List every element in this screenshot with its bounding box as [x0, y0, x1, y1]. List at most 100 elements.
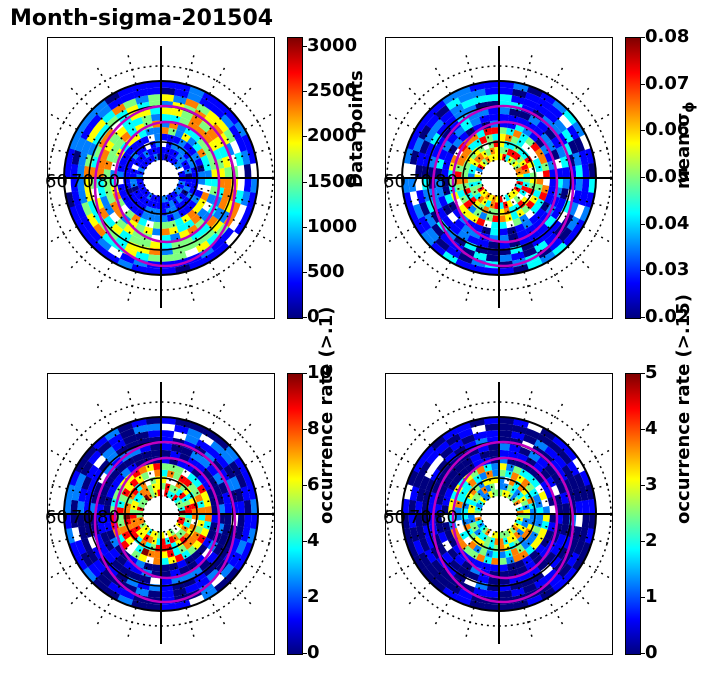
heatmap-cell — [522, 246, 538, 258]
heatmap-cell — [107, 97, 124, 111]
heatmap-cell — [135, 155, 144, 164]
heatmap-cell — [212, 207, 224, 220]
heatmap-cell — [173, 496, 181, 504]
heatmap-cell — [135, 491, 144, 500]
heatmap-cell — [135, 95, 150, 105]
heatmap-cell — [522, 462, 533, 473]
heatmap-cell — [160, 234, 172, 243]
heatmap-cell — [544, 215, 557, 229]
heatmap-cell — [479, 188, 487, 196]
heatmap-cell — [520, 240, 535, 252]
heatmap-cell — [74, 218, 88, 236]
heatmap-cell — [553, 118, 567, 133]
heatmap-cell — [172, 197, 180, 206]
heatmap-cell — [118, 525, 128, 535]
heatmap-cell — [490, 557, 499, 565]
meridian-line — [48, 182, 142, 210]
meridian-line — [464, 52, 495, 159]
heatmap-cell — [480, 486, 488, 495]
heatmap-cell — [97, 158, 107, 170]
heatmap-cell — [198, 171, 206, 179]
heatmap-cell — [166, 490, 173, 498]
heatmap-cell — [103, 427, 121, 441]
heatmap-cell — [74, 456, 88, 473]
heatmap-cell — [471, 495, 480, 503]
heatmap-cell — [522, 126, 533, 137]
heatmap-cell — [160, 557, 169, 565]
heatmap-cell — [161, 133, 169, 141]
heatmap-cell — [463, 440, 478, 452]
heatmap-cell — [488, 449, 500, 458]
heatmap-cell — [530, 571, 545, 583]
heatmap-cell — [533, 240, 549, 253]
heatmap-cell — [425, 563, 440, 578]
heatmap-cell — [134, 474, 144, 484]
meridian-line — [165, 388, 196, 495]
heatmap-cell — [196, 543, 208, 555]
heatmap-cell — [106, 151, 116, 163]
heatmap-cell — [526, 258, 544, 271]
heatmap-cell — [101, 232, 116, 246]
colorbar-tick-label: 0 — [307, 306, 320, 327]
heatmap-cell — [441, 427, 459, 441]
heatmap-cell — [534, 164, 543, 173]
heatmap-cell — [534, 198, 545, 209]
heatmap-cell — [184, 582, 200, 594]
heatmap-cell — [134, 138, 144, 148]
heatmap-cell — [436, 136, 448, 149]
meridian-line — [386, 448, 483, 505]
heatmap-cell — [74, 120, 88, 137]
heatmap-cell — [556, 197, 567, 211]
heatmap-cell — [223, 199, 235, 214]
heatmap-cell — [119, 427, 136, 440]
heatmap-cell — [472, 147, 481, 156]
colorbar-tick-label: 500 — [307, 261, 345, 282]
colorbar-occurrence-015 — [625, 373, 641, 655]
meridian-line — [508, 530, 565, 627]
heatmap-cell — [218, 210, 230, 224]
heatmap-cell — [544, 128, 557, 141]
heatmap-cell — [140, 471, 150, 481]
heatmap-cell — [499, 469, 507, 477]
heatmap-cell — [221, 188, 231, 200]
heatmap-cell — [243, 514, 252, 529]
heatmap-cell — [416, 189, 426, 204]
colorbar-tick-label: 0.03 — [645, 259, 690, 280]
colorbar-axis-label-text: occurrence rate (>.1) — [316, 306, 337, 524]
heatmap-cell — [111, 103, 127, 116]
heatmap-cell — [198, 514, 206, 522]
heatmap-cell — [504, 154, 511, 162]
heatmap-cell — [179, 483, 188, 493]
heatmap-cell — [457, 203, 468, 215]
heatmap-cell — [516, 544, 526, 554]
heatmap-cell — [160, 254, 175, 262]
auroral-boundary-outer — [431, 104, 575, 268]
heatmap-cell — [180, 446, 194, 457]
heatmap-cell — [201, 251, 219, 265]
meridian-line — [503, 533, 534, 640]
heatmap-cell — [140, 135, 150, 145]
heatmap-cell — [520, 521, 529, 529]
heatmap-cell — [198, 223, 211, 236]
heatmap-cell — [578, 150, 589, 166]
heatmap-cell — [123, 456, 135, 468]
heatmap-cell — [186, 545, 198, 556]
heatmap-cell — [187, 224, 199, 236]
heatmap-cell — [520, 499, 529, 507]
heatmap-cell — [467, 478, 477, 488]
heatmap-cell — [166, 549, 175, 558]
heatmap-cell — [572, 120, 586, 138]
heatmap-cell — [228, 460, 242, 477]
heatmap-cell — [499, 87, 514, 96]
heatmap-cell — [469, 117, 482, 127]
heatmap-cell — [98, 459, 112, 473]
colorbar-tick-label: 3000 — [307, 35, 358, 56]
heatmap-cell — [152, 221, 161, 229]
heatmap-cell — [453, 109, 468, 121]
heatmap-cell — [515, 519, 523, 526]
heatmap-cell — [402, 177, 410, 194]
heatmap-cell — [534, 207, 546, 219]
heatmap-cell — [109, 468, 121, 481]
heatmap-cell — [420, 566, 436, 583]
heatmap-cell — [123, 224, 135, 236]
